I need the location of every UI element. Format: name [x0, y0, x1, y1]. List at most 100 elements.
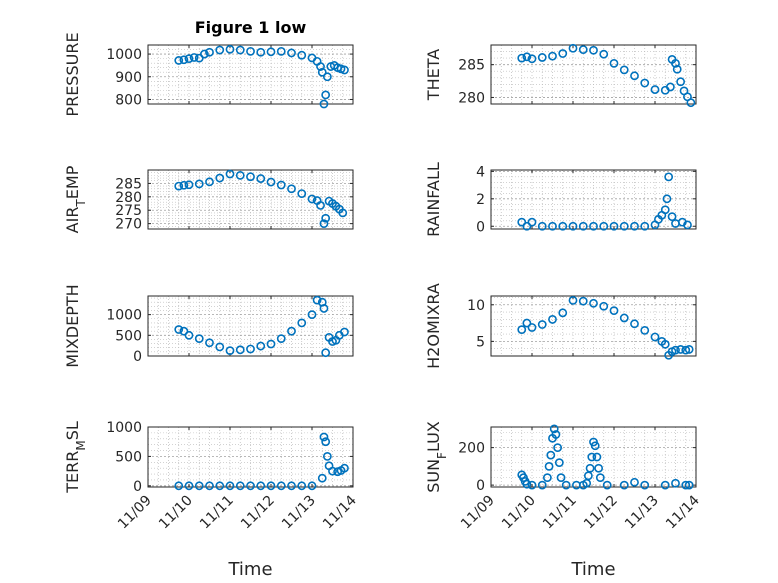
data-point	[630, 477, 639, 487]
data-point	[184, 330, 194, 340]
data-point	[321, 90, 331, 100]
data-point	[630, 319, 639, 329]
axes-box	[490, 295, 697, 357]
data-point	[522, 479, 532, 489]
data-point	[602, 480, 612, 490]
data-point	[312, 295, 322, 305]
data-point	[319, 304, 329, 313]
y-tick-label: 900	[115, 70, 142, 86]
data-point	[599, 301, 609, 311]
data-point	[527, 54, 537, 64]
data-point	[684, 345, 694, 354]
data-point	[650, 85, 660, 94]
subplot-4: 0 2 4 RAINFALL	[424, 162, 697, 237]
data-point	[340, 65, 349, 75]
data-point	[587, 452, 597, 462]
data-point	[568, 221, 578, 231]
data-point	[179, 55, 189, 65]
axes-box	[147, 426, 354, 488]
data-point	[671, 58, 680, 68]
data-point	[684, 480, 694, 490]
data-point	[287, 481, 296, 491]
data-point	[266, 481, 276, 491]
subplot-5: 0 500 1000 MIXDEPTH	[63, 284, 354, 368]
data-point	[287, 326, 296, 336]
data-point	[338, 208, 348, 218]
data-point	[266, 177, 276, 187]
data-point	[307, 194, 317, 204]
data-point	[215, 481, 225, 491]
y-tick-label: 10	[467, 298, 485, 314]
data-point	[640, 480, 650, 490]
data-point	[594, 463, 604, 473]
axes-box	[490, 169, 697, 230]
data-point	[568, 295, 578, 305]
data-point	[235, 45, 245, 55]
data-point	[619, 65, 629, 75]
data-point	[194, 481, 204, 491]
data-point	[662, 194, 672, 204]
data-point	[321, 213, 331, 223]
data-point	[297, 481, 307, 491]
data-point	[609, 306, 619, 316]
data-point	[522, 52, 532, 62]
y-axis-label: AIRTEMP	[63, 165, 88, 233]
data-point	[319, 219, 329, 229]
data-point	[578, 45, 588, 54]
data-point	[619, 221, 629, 231]
data-point	[174, 481, 184, 491]
data-point	[256, 341, 266, 351]
data-point	[276, 46, 286, 56]
data-point	[194, 334, 204, 344]
data-point	[174, 325, 184, 334]
data-point	[665, 82, 675, 92]
data-point	[307, 481, 317, 491]
data-point	[266, 339, 276, 349]
data-point	[542, 473, 552, 483]
data-point	[590, 441, 600, 451]
data-point	[578, 221, 588, 231]
data-point	[246, 172, 255, 182]
data-point	[225, 44, 235, 54]
data-point	[297, 50, 307, 60]
data-point	[660, 339, 670, 349]
data-point	[246, 481, 255, 491]
data-point	[517, 325, 527, 335]
y-tick-label: 1000	[106, 420, 142, 436]
data-point	[205, 47, 214, 57]
data-point	[650, 332, 660, 342]
y-tick-label: 1000	[106, 308, 142, 324]
data-point	[548, 51, 557, 61]
data-point	[672, 64, 682, 74]
data-point	[578, 296, 588, 306]
y-axis-label: MIXDEPTH	[63, 284, 82, 367]
data-point	[276, 481, 286, 491]
y-tick-label: 280	[458, 90, 485, 106]
axes-box	[490, 44, 697, 105]
data-point	[660, 480, 670, 490]
x-axis-label: Time	[227, 559, 272, 580]
y-tick-label: 5	[476, 334, 485, 350]
data-point	[215, 342, 225, 352]
data-point	[599, 221, 609, 231]
data-point	[664, 172, 674, 182]
data-point	[527, 217, 537, 227]
data-point	[321, 437, 331, 447]
data-point	[316, 62, 325, 71]
data-point	[585, 463, 595, 473]
data-point	[568, 43, 578, 53]
y-tick-label: 0	[133, 479, 142, 495]
y-tick-label: 1000	[106, 47, 142, 63]
data-point	[225, 481, 235, 491]
data-point	[522, 318, 532, 328]
data-point	[235, 481, 245, 491]
data-point	[676, 345, 686, 354]
axes-box	[147, 169, 354, 230]
grid	[491, 296, 696, 356]
data-point	[609, 58, 619, 68]
data-point	[551, 430, 561, 439]
data-point	[609, 221, 619, 231]
data-point	[194, 179, 204, 189]
data-point	[619, 480, 629, 490]
